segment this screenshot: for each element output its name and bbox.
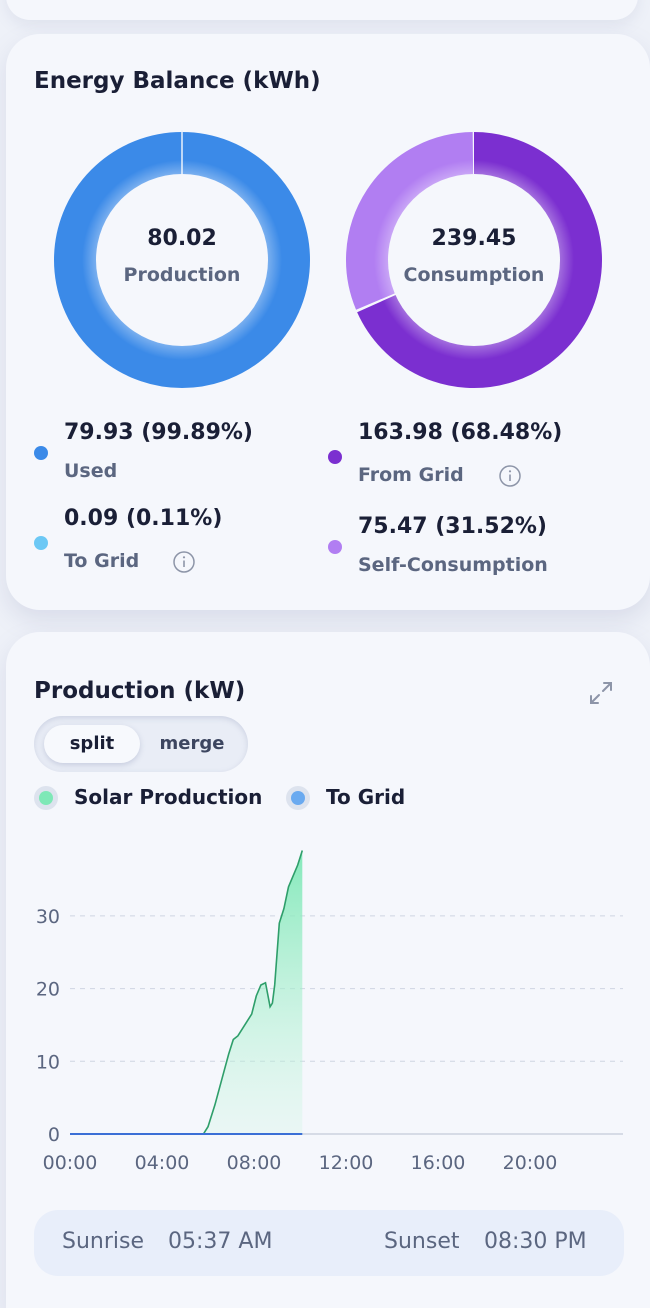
info-icon[interactable] <box>498 464 522 488</box>
sun-times-bar: Sunrise 05:37 AM Sunset 08:30 PM <box>34 1210 624 1276</box>
legend-solar-production[interactable]: Solar Production <box>34 784 274 812</box>
used-label: Used <box>64 460 118 482</box>
used-value: 79.93 (99.89%) <box>64 420 253 445</box>
to-grid-swatch <box>291 791 305 805</box>
solar-production-line <box>70 850 304 1135</box>
previous-card-edge <box>6 0 638 20</box>
y-tick-label: 20 <box>36 979 60 1001</box>
split-merge-toggle: split merge <box>34 716 248 772</box>
x-tick-label: 20:00 <box>503 1152 558 1174</box>
x-tick-label: 12:00 <box>319 1152 374 1174</box>
x-tick-label: 08:00 <box>227 1152 282 1174</box>
consumption-label: Consumption <box>403 264 545 286</box>
from-grid-label: From Grid <box>358 464 464 486</box>
production-total: 80.02 <box>147 226 217 251</box>
merge-button[interactable]: merge <box>159 733 225 754</box>
self-consumption-segment <box>346 132 474 310</box>
to-grid-dot <box>34 536 48 550</box>
production-chart-card: Production (kW) split merge Solar Produc… <box>6 632 650 1308</box>
solar-production-swatch <box>39 791 53 805</box>
sunrise-time: 05:37 AM <box>168 1229 273 1254</box>
expand-icon[interactable] <box>586 678 616 708</box>
to-grid-series-label: To Grid <box>326 785 406 809</box>
production-chart: 0 10 20 30 00:00 04:00 08:00 12:00 16:00 20:00 <box>36 850 623 1174</box>
split-button[interactable]: split <box>44 725 140 763</box>
self-consumption-value: 75.47 (31.52%) <box>358 514 547 539</box>
to-grid-label: To Grid <box>64 550 140 572</box>
sunset-time: 08:30 PM <box>484 1229 587 1254</box>
sunset-label: Sunset <box>384 1229 460 1254</box>
y-tick-label: 0 <box>48 1124 60 1146</box>
x-tick-label: 16:00 <box>411 1152 466 1174</box>
from-grid-value: 163.98 (68.48%) <box>358 420 563 445</box>
production-chart-title: Production (kW) <box>34 678 246 704</box>
from-grid-dot <box>328 450 342 464</box>
energy-balance-title: Energy Balance (kWh) <box>34 68 321 94</box>
sunrise-label: Sunrise <box>62 1229 145 1254</box>
from-grid-segment <box>357 132 602 388</box>
production-label: Production <box>123 264 241 286</box>
x-tick-label: 00:00 <box>43 1152 98 1174</box>
energy-balance-card: Energy Balance (kWh) 80.02 Production <box>6 34 650 610</box>
info-icon[interactable] <box>172 550 196 574</box>
y-tick-label: 10 <box>36 1051 60 1073</box>
y-tick-label: 30 <box>36 906 60 928</box>
x-tick-label: 04:00 <box>135 1152 190 1174</box>
self-consumption-label: Self-Consumption <box>358 554 548 576</box>
consumption-total: 239.45 <box>431 226 517 251</box>
used-dot <box>34 446 48 460</box>
solar-production-area <box>70 850 303 1134</box>
to-grid-value: 0.09 (0.11%) <box>64 506 223 531</box>
self-consumption-dot <box>328 540 342 554</box>
consumption-donut[interactable]: 239.45 Consumption <box>344 130 604 390</box>
legend-to-grid-series[interactable]: To Grid <box>286 784 426 812</box>
production-donut[interactable]: 80.02 Production <box>52 130 312 390</box>
solar-production-label: Solar Production <box>74 785 263 809</box>
